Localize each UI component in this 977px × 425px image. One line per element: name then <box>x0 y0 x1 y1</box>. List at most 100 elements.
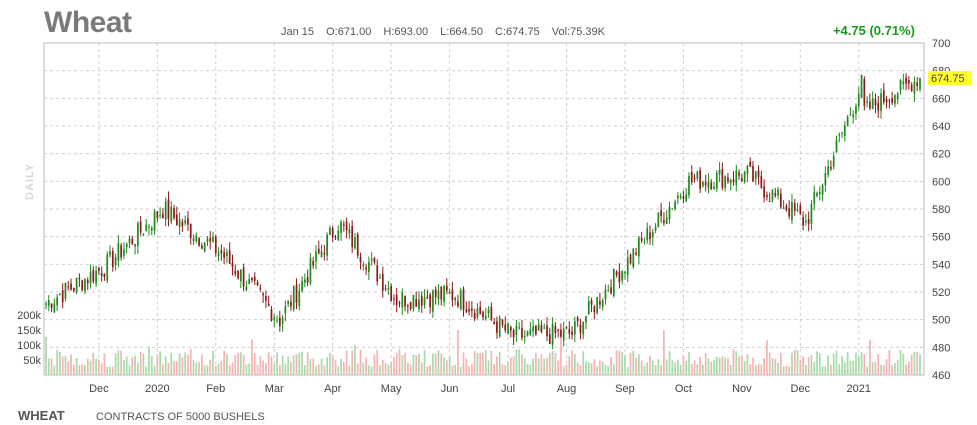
volume-bar <box>195 362 198 375</box>
volume-bar <box>292 355 295 375</box>
volume-bar <box>668 351 671 375</box>
candle-body <box>120 245 123 258</box>
candle-body <box>150 227 153 231</box>
candle-body <box>651 231 654 238</box>
volume-bar <box>535 352 537 375</box>
candle-body <box>882 90 885 103</box>
candle-body <box>315 251 317 262</box>
volume-bars <box>45 330 921 375</box>
candle-body <box>370 258 373 261</box>
volume-bar <box>757 363 760 375</box>
candle-body <box>515 325 518 335</box>
volume-bar <box>256 364 259 375</box>
volume-bar <box>420 362 423 375</box>
volume-bar <box>164 356 167 375</box>
candle-body <box>111 251 114 268</box>
volume-bar <box>390 362 393 375</box>
volume-bar <box>699 356 701 375</box>
volume-bar <box>334 360 337 375</box>
candle-body <box>560 329 562 337</box>
candle-body <box>799 205 802 214</box>
volume-bar <box>905 364 907 375</box>
volume-bar <box>793 349 796 375</box>
volume-bar <box>894 362 896 375</box>
candle-body <box>546 325 548 337</box>
volume-bar <box>295 354 298 375</box>
volume-bar <box>629 352 632 375</box>
candle-body <box>827 166 830 175</box>
candle-body <box>59 294 61 296</box>
candle-body <box>228 250 231 264</box>
volume-bar <box>401 355 404 375</box>
candle-body <box>220 250 223 254</box>
candle-body <box>457 301 459 307</box>
candle-body <box>604 289 607 300</box>
candle-body <box>894 95 896 104</box>
volume-bar <box>159 351 161 375</box>
candle-body <box>562 328 565 341</box>
volume-bar <box>735 351 738 375</box>
volume-bar <box>209 359 212 375</box>
volume-bar <box>50 358 53 375</box>
candle-body <box>337 230 340 240</box>
volume-bar <box>746 354 749 375</box>
volume-bar <box>95 358 97 375</box>
volume-bar <box>423 349 426 375</box>
volume-bar <box>426 366 429 375</box>
volume-bar <box>175 361 178 375</box>
candle-body <box>835 139 838 153</box>
candle-body <box>908 80 910 84</box>
candle-body <box>348 229 351 234</box>
candle-body <box>891 98 894 103</box>
volume-bar <box>443 357 445 375</box>
volume-bar <box>621 352 624 375</box>
candle-body <box>729 179 732 184</box>
volume-bar <box>237 352 239 375</box>
candle-body <box>843 125 846 137</box>
volume-bar <box>785 365 788 375</box>
volume-bar <box>459 366 462 375</box>
candle-body <box>816 192 818 197</box>
volume-bar <box>337 366 340 375</box>
volume-bar <box>507 361 509 375</box>
candle-body <box>84 279 86 292</box>
candle-body <box>164 201 167 220</box>
candle-body <box>699 170 701 189</box>
volume-bar <box>468 366 470 375</box>
candle-body <box>131 238 134 245</box>
volume-bar <box>612 364 615 375</box>
candle-body <box>443 286 445 302</box>
volume-bar <box>217 363 220 375</box>
candle-body <box>537 324 540 331</box>
volume-bar <box>824 366 827 375</box>
volume-bar <box>908 361 910 375</box>
volume-bar <box>109 366 111 375</box>
candle-body <box>395 294 398 305</box>
candle-body <box>106 254 109 281</box>
volume-bar <box>251 339 253 375</box>
volume-bar <box>303 365 306 375</box>
candle-body <box>234 270 237 275</box>
candle-body <box>92 269 95 282</box>
volume-bar <box>754 364 757 375</box>
candle-body <box>398 302 401 304</box>
volume-bar <box>496 356 498 375</box>
candle-body <box>718 169 721 175</box>
volume-bar <box>910 354 913 375</box>
candle-body <box>685 194 688 202</box>
candle-body <box>529 329 532 335</box>
candle-body <box>807 219 810 225</box>
volume-bar <box>554 353 557 375</box>
time-tick-label: Sep <box>615 383 635 395</box>
volume-bar <box>100 363 103 375</box>
candle-body <box>259 287 262 290</box>
volume-bar <box>381 360 384 375</box>
candle-body <box>866 100 868 103</box>
volume-bar <box>342 362 345 375</box>
candle-body <box>724 176 727 188</box>
volume-bar <box>47 358 50 375</box>
price-chart[interactable]: 700680660640620600580560540520500480460 … <box>0 0 977 405</box>
candle-body <box>192 238 195 242</box>
candle-body <box>763 186 765 198</box>
volume-bar <box>919 354 921 375</box>
